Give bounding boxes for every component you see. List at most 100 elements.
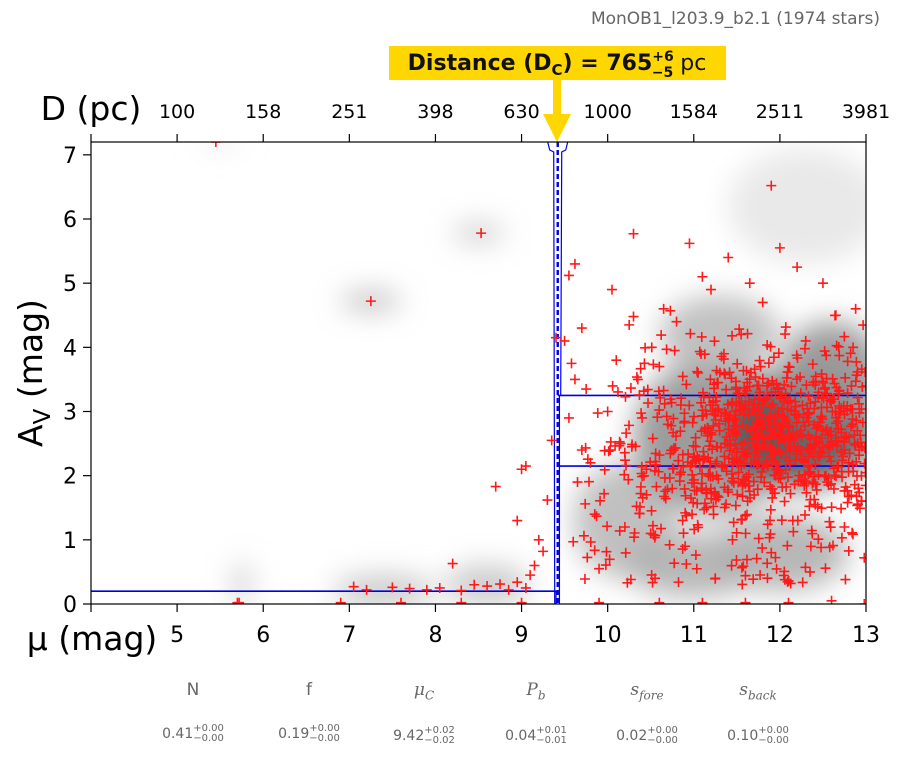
star-point	[678, 528, 689, 539]
star-point	[682, 457, 693, 468]
star-point	[833, 435, 844, 446]
star-point	[476, 228, 487, 239]
star-point	[842, 356, 853, 367]
star-point	[837, 455, 848, 466]
star-point	[805, 566, 816, 577]
star-point	[757, 543, 768, 554]
star-point	[749, 429, 760, 440]
star-point	[857, 417, 866, 428]
star-point	[734, 324, 745, 335]
star-point	[831, 382, 842, 393]
star-point	[699, 498, 710, 509]
star-point	[656, 330, 667, 341]
distance-posterior-histogram	[547, 142, 569, 604]
star-point	[799, 480, 810, 491]
star-point	[730, 428, 741, 439]
star-point	[569, 258, 580, 269]
star-point	[824, 451, 835, 462]
density-blob	[779, 321, 866, 425]
star-point	[447, 558, 458, 569]
star-point	[688, 440, 699, 451]
star-point	[767, 492, 778, 503]
star-point	[606, 284, 617, 295]
star-point	[750, 372, 761, 383]
star-point	[766, 401, 777, 412]
star-point	[628, 311, 639, 322]
density-map	[91, 142, 866, 604]
star-point	[737, 491, 748, 502]
star-point	[744, 278, 755, 289]
star-point	[820, 563, 831, 574]
star-point	[782, 472, 793, 483]
star-point	[721, 408, 732, 419]
star-point	[665, 448, 676, 459]
star-point	[754, 355, 765, 366]
star-point	[816, 402, 827, 413]
star-point	[595, 495, 606, 506]
star-point	[753, 533, 764, 544]
star-point	[782, 420, 793, 431]
star-point	[732, 358, 743, 369]
star-point	[807, 528, 818, 539]
star-point	[703, 469, 714, 480]
star-point	[636, 461, 647, 472]
star-point	[791, 417, 802, 428]
star-point	[713, 473, 724, 484]
star-point	[387, 582, 398, 593]
star-point	[785, 578, 796, 589]
star-point	[677, 449, 688, 460]
star-point	[641, 464, 652, 475]
star-point	[580, 442, 591, 453]
star-point	[605, 436, 616, 447]
star-point	[579, 574, 590, 585]
star-point	[520, 461, 531, 472]
star-point	[675, 467, 686, 478]
star-point	[859, 458, 866, 469]
y-tick-label: 5	[63, 272, 77, 297]
star-point	[719, 407, 730, 418]
star-point	[701, 488, 712, 499]
star-point	[646, 569, 657, 580]
star-point	[826, 595, 837, 604]
star-point	[635, 363, 646, 374]
star-point	[707, 406, 718, 417]
star-point	[726, 398, 737, 409]
star-point	[705, 374, 716, 385]
star-point	[578, 530, 589, 541]
y-tick-label: 2	[63, 465, 77, 490]
star-point	[348, 581, 359, 592]
star-point	[834, 350, 845, 361]
star-point	[803, 451, 814, 462]
star-point	[813, 534, 824, 545]
star-point	[775, 391, 786, 402]
star-point	[752, 484, 763, 495]
star-point	[827, 440, 838, 451]
star-point	[745, 492, 756, 503]
star-point	[456, 585, 467, 596]
star-point	[738, 404, 749, 415]
star-point	[731, 527, 742, 538]
star-point	[776, 447, 787, 458]
star-point	[667, 483, 678, 494]
star-point	[396, 597, 406, 604]
star-point	[649, 532, 660, 543]
star-point	[829, 310, 840, 321]
star-point	[727, 534, 738, 545]
star-point	[777, 433, 788, 444]
star-point	[698, 446, 709, 457]
star-point	[842, 497, 853, 508]
star-point	[757, 373, 768, 384]
star-point	[503, 584, 514, 595]
star-point	[559, 335, 570, 346]
star-point	[839, 444, 850, 455]
star-point	[748, 476, 759, 487]
chart-title: MonOB1_l203.9_b2.1 (1974 stars)	[591, 9, 880, 29]
star-point	[666, 420, 677, 431]
star-point	[765, 504, 776, 515]
star-point	[720, 416, 731, 427]
star-point	[671, 316, 682, 327]
star-point	[817, 442, 828, 453]
star-point	[844, 432, 855, 443]
star-point	[688, 497, 699, 508]
star-point	[854, 487, 865, 498]
